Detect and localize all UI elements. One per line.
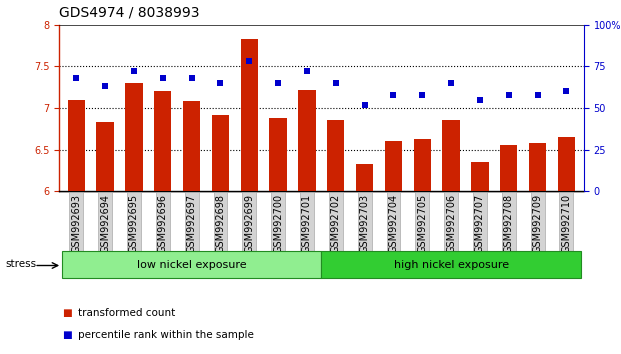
Bar: [558, 137, 575, 191]
Point: [215, 80, 225, 86]
Point: [360, 102, 369, 108]
Bar: [471, 162, 489, 191]
Text: GSM992700: GSM992700: [273, 194, 283, 253]
Text: GSM992698: GSM992698: [215, 194, 225, 253]
Text: ■: ■: [62, 330, 72, 339]
Point: [561, 88, 571, 94]
Text: GSM992705: GSM992705: [417, 194, 427, 253]
Point: [158, 75, 168, 81]
Text: GSM992703: GSM992703: [360, 194, 369, 253]
Bar: [62, 251, 322, 278]
Text: GSM992694: GSM992694: [100, 194, 110, 253]
Text: GSM992710: GSM992710: [561, 194, 571, 253]
Point: [302, 69, 312, 74]
Bar: [385, 141, 402, 191]
Text: GSM992693: GSM992693: [71, 194, 81, 253]
Text: GSM992701: GSM992701: [302, 194, 312, 253]
Text: GSM992706: GSM992706: [446, 194, 456, 253]
Point: [71, 75, 81, 81]
Text: GSM992695: GSM992695: [129, 194, 139, 253]
Text: ■: ■: [62, 308, 72, 318]
Text: GSM992704: GSM992704: [389, 194, 399, 253]
Point: [417, 92, 427, 97]
Text: GSM992708: GSM992708: [504, 194, 514, 253]
Text: percentile rank within the sample: percentile rank within the sample: [78, 330, 253, 339]
Text: low nickel exposure: low nickel exposure: [137, 259, 247, 270]
Bar: [322, 251, 581, 278]
Bar: [154, 91, 171, 191]
Bar: [270, 118, 287, 191]
Bar: [414, 139, 431, 191]
Text: transformed count: transformed count: [78, 308, 175, 318]
Point: [389, 92, 399, 97]
Text: high nickel exposure: high nickel exposure: [394, 259, 509, 270]
Point: [475, 97, 485, 103]
Point: [100, 84, 110, 89]
Bar: [96, 122, 114, 191]
Point: [273, 80, 283, 86]
Point: [129, 69, 139, 74]
Text: stress: stress: [5, 259, 36, 269]
Bar: [298, 90, 315, 191]
Text: GDS4974 / 8038993: GDS4974 / 8038993: [59, 5, 199, 19]
Text: GSM992697: GSM992697: [187, 194, 197, 253]
Bar: [183, 101, 200, 191]
Bar: [442, 120, 460, 191]
Text: GSM992699: GSM992699: [244, 194, 254, 253]
Text: GSM992709: GSM992709: [533, 194, 543, 253]
Bar: [500, 145, 517, 191]
Bar: [125, 83, 143, 191]
Bar: [356, 164, 373, 191]
Point: [187, 75, 197, 81]
Point: [504, 92, 514, 97]
Bar: [327, 120, 345, 191]
Bar: [212, 115, 229, 191]
Text: GSM992702: GSM992702: [331, 194, 341, 253]
Point: [244, 58, 254, 64]
Bar: [68, 100, 85, 191]
Point: [446, 80, 456, 86]
Point: [331, 80, 341, 86]
Text: GSM992696: GSM992696: [158, 194, 168, 253]
Bar: [529, 143, 546, 191]
Point: [533, 92, 543, 97]
Bar: [240, 39, 258, 191]
Text: GSM992707: GSM992707: [475, 194, 485, 253]
